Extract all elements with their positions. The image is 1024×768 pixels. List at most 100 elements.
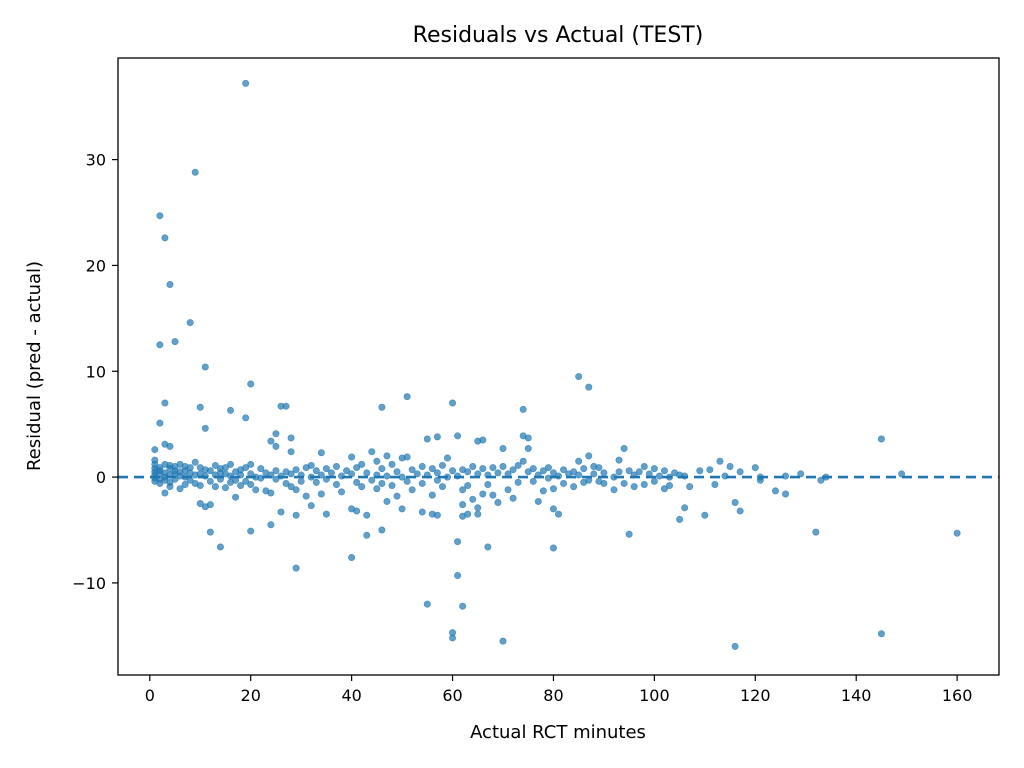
data-point: [373, 457, 381, 465]
data-point: [877, 630, 885, 638]
data-point: [282, 479, 290, 487]
data-point: [711, 480, 719, 488]
data-point: [338, 488, 346, 496]
data-point: [751, 464, 759, 472]
data-point: [292, 511, 300, 519]
data-point: [237, 482, 245, 490]
data-point: [383, 472, 391, 480]
data-point: [403, 477, 411, 485]
data-point: [156, 212, 164, 220]
data-point: [489, 491, 497, 499]
data-point: [443, 454, 451, 462]
data-point: [166, 483, 174, 491]
data-point: [282, 402, 290, 410]
data-point: [433, 511, 441, 519]
data-point: [196, 500, 204, 508]
y-tick-label: 20: [86, 256, 106, 275]
x-tick-label: 40: [341, 686, 361, 705]
data-point: [221, 484, 229, 492]
data-point: [474, 510, 482, 518]
data-point: [247, 460, 255, 468]
data-point: [464, 468, 472, 476]
data-point: [519, 457, 527, 465]
data-point: [554, 510, 562, 518]
data-point: [620, 445, 628, 453]
data-point: [524, 434, 532, 442]
data-point: [433, 433, 441, 441]
data-point: [469, 495, 477, 503]
x-tick-label: 140: [841, 686, 872, 705]
data-point: [156, 479, 164, 487]
data-point: [534, 497, 542, 505]
data-point: [706, 466, 714, 474]
data-point: [590, 470, 598, 478]
data-point: [423, 600, 431, 608]
data-point: [454, 572, 462, 580]
data-point: [287, 448, 295, 456]
y-tick-label: 0: [96, 468, 106, 487]
data-point: [317, 490, 325, 498]
data-point: [247, 527, 255, 535]
data-point: [877, 435, 885, 443]
data-point: [731, 642, 739, 650]
data-point: [716, 457, 724, 465]
data-point: [242, 414, 250, 422]
data-point: [428, 491, 436, 499]
data-point: [464, 482, 472, 490]
data-point: [292, 466, 300, 474]
data-point: [257, 465, 265, 473]
x-axis-label: Actual RCT minutes: [470, 722, 646, 743]
data-point: [151, 456, 159, 464]
data-point: [191, 458, 199, 466]
data-point: [221, 464, 229, 472]
data-point: [544, 464, 552, 472]
data-point: [161, 489, 169, 497]
data-point: [575, 373, 583, 381]
data-point: [524, 468, 532, 476]
data-point: [782, 490, 790, 498]
data-point: [332, 463, 340, 471]
x-tick-label: 100: [639, 686, 670, 705]
data-point: [454, 432, 462, 440]
data-point: [696, 467, 704, 475]
data-point: [287, 483, 295, 491]
data-point: [650, 465, 658, 473]
data-point: [388, 460, 396, 468]
data-point: [403, 453, 411, 461]
data-point: [529, 465, 537, 473]
data-point: [252, 486, 260, 494]
data-point: [287, 434, 295, 442]
data-point: [499, 445, 507, 453]
data-point: [666, 482, 674, 490]
data-point: [388, 482, 396, 490]
data-point: [398, 505, 406, 513]
data-point: [635, 468, 643, 476]
data-point: [953, 529, 961, 537]
data-point: [812, 528, 820, 536]
data-point: [322, 465, 330, 473]
x-tick-label: 20: [241, 686, 261, 705]
data-point: [479, 465, 487, 473]
data-point: [267, 489, 275, 497]
data-point: [242, 79, 250, 87]
data-point: [332, 480, 340, 488]
data-point: [161, 234, 169, 242]
data-point: [408, 466, 416, 474]
data-point: [242, 464, 250, 472]
data-point: [509, 494, 517, 502]
data-point: [267, 437, 275, 445]
data-point: [403, 393, 411, 401]
data-point: [327, 469, 335, 477]
data-points: [151, 79, 961, 650]
data-point: [272, 442, 280, 450]
data-point: [378, 526, 386, 534]
data-point: [499, 637, 507, 645]
data-point: [449, 467, 457, 475]
data-point: [201, 424, 209, 432]
data-point: [736, 468, 744, 476]
data-point: [196, 403, 204, 411]
data-point: [620, 479, 628, 487]
data-point: [625, 530, 633, 538]
data-point: [383, 497, 391, 505]
